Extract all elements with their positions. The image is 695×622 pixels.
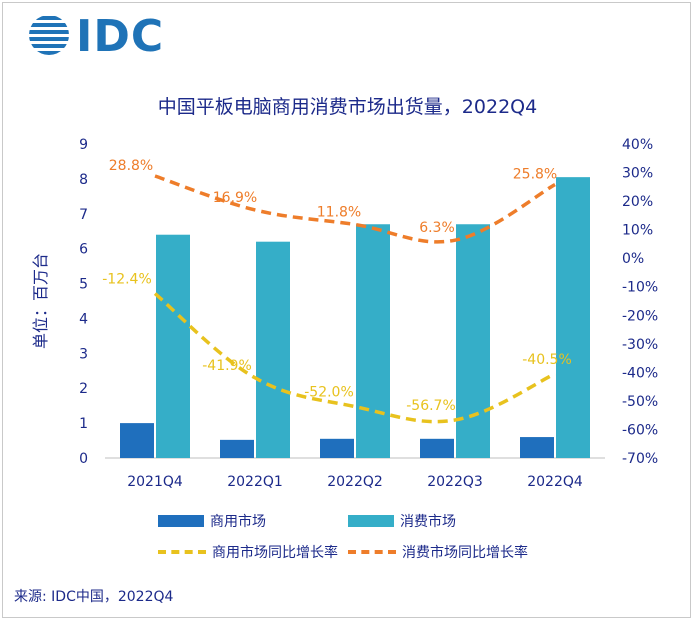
y-tick-label: 4	[79, 311, 88, 327]
y-tick-label: 5	[79, 277, 88, 293]
y-tick-label: 6	[79, 242, 88, 258]
idc-logo-globe-icon	[29, 16, 69, 55]
y2-tick-label: -50%	[622, 394, 658, 410]
data-label-commercial-growth: -40.5%	[522, 352, 572, 368]
legend-item-commercial-growth: 商用市场同比增长率	[158, 542, 338, 562]
chart-title: 中国平板电脑商用消费市场出货量，2022Q4	[157, 96, 538, 118]
bar-commercial	[520, 437, 554, 458]
data-label-commercial-growth: -12.4%	[102, 272, 152, 288]
y2-tick-label: 30%	[622, 166, 653, 182]
legend-item-consumer: 消费市场	[348, 511, 456, 531]
bar-commercial	[120, 423, 154, 458]
line-consumer-growth	[154, 174, 556, 244]
y2-tick-label: -40%	[622, 365, 658, 381]
source-note: 来源: IDC中国，2022Q4	[14, 589, 174, 605]
y-tick-label: 3	[79, 346, 88, 362]
bar-commercial	[420, 438, 454, 458]
legend-swatch-consumer	[348, 515, 394, 527]
data-label-commercial-growth: -52.0%	[304, 385, 354, 401]
y-tick-label: 0	[79, 451, 88, 467]
data-label-consumer-growth: 16.9%	[213, 190, 257, 206]
y2-tick-label: -10%	[622, 280, 658, 296]
legend-item-consumer-growth: 消费市场同比增长率	[348, 542, 528, 562]
x-tick-label: 2022Q3	[427, 474, 483, 490]
bar-consumer	[156, 234, 190, 458]
y-tick-label: 7	[79, 207, 88, 223]
legend-swatch-commercial	[158, 515, 204, 527]
y-tick-label: 9	[79, 137, 88, 153]
bar-consumer	[456, 224, 490, 458]
legend-label-commercial: 商用市场	[210, 514, 266, 530]
legend-swatch-commercial-growth	[158, 550, 206, 554]
y2-tick-label: -30%	[622, 337, 658, 353]
data-label-commercial-growth: -41.9%	[202, 358, 252, 374]
y2-tick-label: -20%	[622, 308, 658, 324]
y-tick-label: 2	[79, 381, 88, 397]
x-tick-label: 2021Q4	[127, 474, 183, 490]
y2-tick-label: -60%	[622, 422, 658, 438]
data-label-consumer-growth: 25.8%	[513, 167, 557, 183]
y2-tick-label: 10%	[622, 223, 653, 239]
idc-logo-text: IDC	[76, 11, 165, 62]
x-tick-label: 2022Q2	[327, 474, 383, 490]
bar-commercial	[220, 439, 254, 458]
bar-commercial	[320, 438, 354, 458]
y2-tick-label: 40%	[622, 137, 653, 153]
bar-consumer	[256, 241, 290, 458]
data-label-consumer-growth: 6.3%	[419, 220, 455, 236]
y2-tick-label: 0%	[622, 251, 644, 267]
y2-tick-label: -70%	[622, 451, 658, 467]
line-commercial-growth	[153, 292, 556, 424]
data-label-consumer-growth: 11.8%	[317, 204, 361, 220]
y-axis-label: 单位：百万台	[31, 253, 50, 349]
data-label-consumer-growth: 28.8%	[109, 158, 153, 174]
y-tick-label: 1	[79, 416, 88, 432]
bar-consumer	[556, 177, 590, 458]
y2-tick-label: 20%	[622, 194, 653, 210]
data-label-commercial-growth: -56.7%	[406, 398, 456, 414]
legend-label-commercial-growth: 商用市场同比增长率	[212, 545, 338, 561]
x-tick-label: 2022Q4	[527, 474, 583, 490]
legend-swatch-consumer-growth	[348, 550, 396, 554]
legend-label-consumer: 消费市场	[400, 514, 456, 530]
x-tick-label: 2022Q1	[227, 474, 283, 490]
y-tick-label: 8	[79, 172, 88, 188]
bar-consumer	[356, 224, 390, 458]
legend-item-commercial: 商用市场	[158, 511, 266, 531]
legend-label-consumer-growth: 消费市场同比增长率	[402, 545, 528, 561]
